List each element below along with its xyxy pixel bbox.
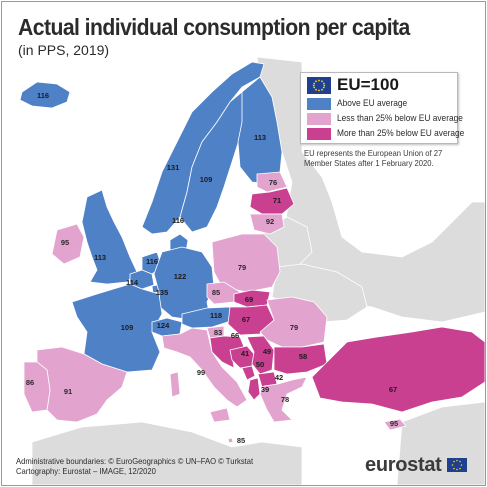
eurostat-logo-text: eurostat	[365, 454, 442, 476]
value-label-pl: 79	[238, 263, 246, 272]
value-label-ee: 76	[269, 178, 277, 187]
country-greece	[259, 376, 308, 423]
legend-label-more: More than 25% below EU average	[337, 128, 465, 139]
value-label-hu: 67	[242, 315, 250, 324]
country-malta	[227, 437, 234, 444]
country-italy	[161, 327, 248, 408]
country-iceland	[19, 81, 71, 109]
value-label-uk: 113	[94, 253, 106, 262]
legend: EU=100 Above EU average Less than 25% be…	[300, 72, 464, 144]
region-russia	[256, 56, 485, 323]
value-label-cy: 95	[390, 419, 398, 428]
value-label-lv: 71	[273, 196, 281, 205]
legend-heading-text: EU=100	[337, 75, 399, 94]
value-label-hr: 66	[231, 331, 239, 340]
country-ireland	[51, 223, 85, 265]
value-label-no: 131	[167, 163, 180, 172]
country-lithuania	[249, 213, 285, 235]
value-label-ba: 41	[241, 349, 249, 358]
value-label-de: 122	[174, 272, 187, 281]
country-austria	[181, 306, 235, 329]
value-label-is: 116	[37, 91, 49, 100]
value-label-tr: 67	[389, 385, 397, 394]
region-north-africa	[31, 421, 303, 485]
value-label-rs: 49	[263, 347, 271, 356]
country-italy-sicily	[209, 407, 231, 423]
value-label-me: 50	[256, 360, 264, 369]
country-serbia	[246, 335, 275, 375]
legend-swatch-more	[307, 128, 331, 140]
legend-label-less: Less than 25% below EU average	[337, 113, 463, 124]
value-label-sk: 69	[245, 295, 253, 304]
value-label-nl: 116	[146, 257, 158, 266]
value-label-gr: 78	[281, 395, 289, 404]
value-label-mt: 85	[237, 436, 245, 445]
legend-swatch-above	[307, 98, 331, 110]
value-label-se: 109	[200, 175, 213, 184]
value-label-si: 83	[214, 328, 222, 337]
country-bulgaria	[273, 343, 328, 375]
value-label-al: 39	[261, 385, 269, 394]
map-title: Actual individual consumption per capita	[18, 14, 410, 40]
value-label-ie: 95	[61, 238, 69, 247]
eurostat-logo-flag-icon	[447, 458, 467, 472]
country-poland	[211, 233, 281, 293]
country-turkey	[311, 326, 485, 413]
map-subtitle: (in PPS, 2019)	[18, 42, 110, 58]
value-label-it: 99	[197, 368, 205, 377]
country-montenegro	[241, 365, 256, 381]
country-italy-sardinia	[169, 371, 181, 398]
value-labels: 116 131 109 113 116 113 95 116 114 135 122 109 124 11…	[26, 91, 398, 445]
country-latvia	[249, 187, 295, 215]
country-france	[71, 283, 163, 373]
country-cyprus	[383, 418, 407, 431]
value-label-at: 118	[210, 311, 222, 320]
value-label-lu: 135	[156, 288, 169, 297]
value-label-fr: 109	[121, 323, 134, 332]
country-estonia	[256, 171, 288, 193]
credits-line-1: Administrative boundaries: © EuroGeograp…	[16, 456, 254, 466]
country-portugal	[23, 361, 51, 413]
value-label-mk: 42	[275, 373, 283, 382]
country-uk	[81, 189, 138, 285]
value-label-ch: 124	[157, 321, 170, 330]
eu-note: EU represents the European Union of 27 M…	[304, 148, 443, 168]
credits: Administrative boundaries: © EuroGeograp…	[16, 456, 253, 476]
eu-flag-icon	[307, 77, 331, 94]
value-label-pt: 86	[26, 378, 34, 387]
legend-label-above: Above EU average	[337, 98, 408, 109]
value-label-es: 91	[64, 387, 72, 396]
country-albania	[247, 377, 261, 401]
value-label-be: 114	[126, 278, 139, 287]
legend-swatch-less	[307, 113, 331, 125]
value-label-fi: 113	[254, 133, 266, 142]
value-label-dk: 116	[172, 216, 184, 225]
credits-line-2: Cartography: Eurostat – IMAGE, 12/2020	[16, 466, 156, 476]
value-label-ro: 79	[290, 323, 298, 332]
value-label-bg: 58	[299, 352, 307, 361]
value-label-lt: 92	[266, 217, 274, 226]
value-label-cz: 85	[212, 288, 220, 297]
